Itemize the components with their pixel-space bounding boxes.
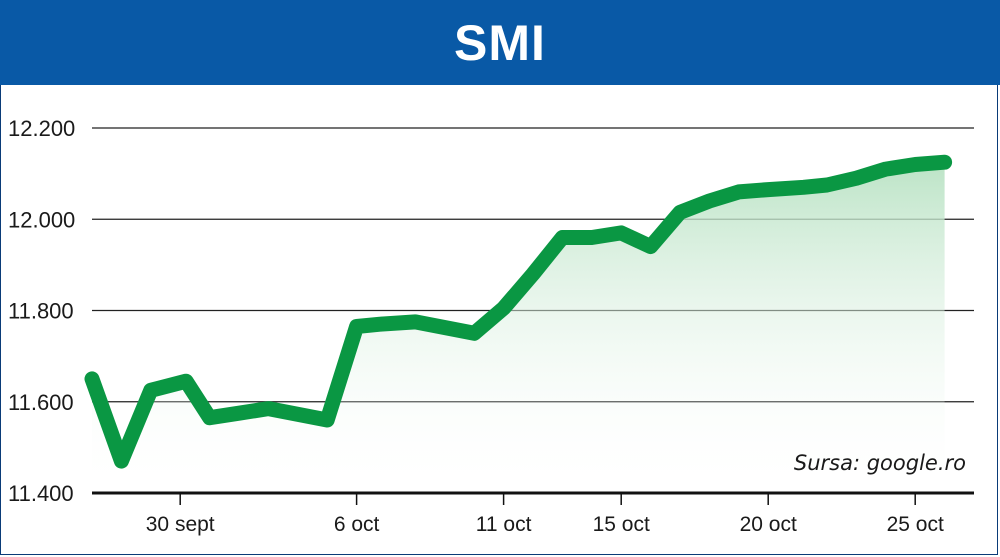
chart-header: SMI xyxy=(0,0,1000,85)
x-tick-label: 6 oct xyxy=(334,513,380,536)
y-tick-label: 12.200 xyxy=(8,116,75,141)
x-tick-label: 20 oct xyxy=(740,513,797,536)
series-area xyxy=(92,162,945,493)
x-tick-label: 11 oct xyxy=(476,513,532,536)
x-tick-label: 25 oct xyxy=(887,513,944,536)
x-tick-label: 30 sept xyxy=(146,513,215,536)
chart-title: SMI xyxy=(454,14,546,71)
y-tick-label: 12.000 xyxy=(8,207,75,232)
x-tick-label: 15 oct xyxy=(593,513,650,536)
series-line xyxy=(84,154,953,469)
y-tick-label: 11.600 xyxy=(8,390,74,415)
y-tick-label: 11.400 xyxy=(8,481,74,506)
source-label: Sursa: google.ro xyxy=(794,451,966,475)
y-tick-label: 11.800 xyxy=(8,299,74,324)
